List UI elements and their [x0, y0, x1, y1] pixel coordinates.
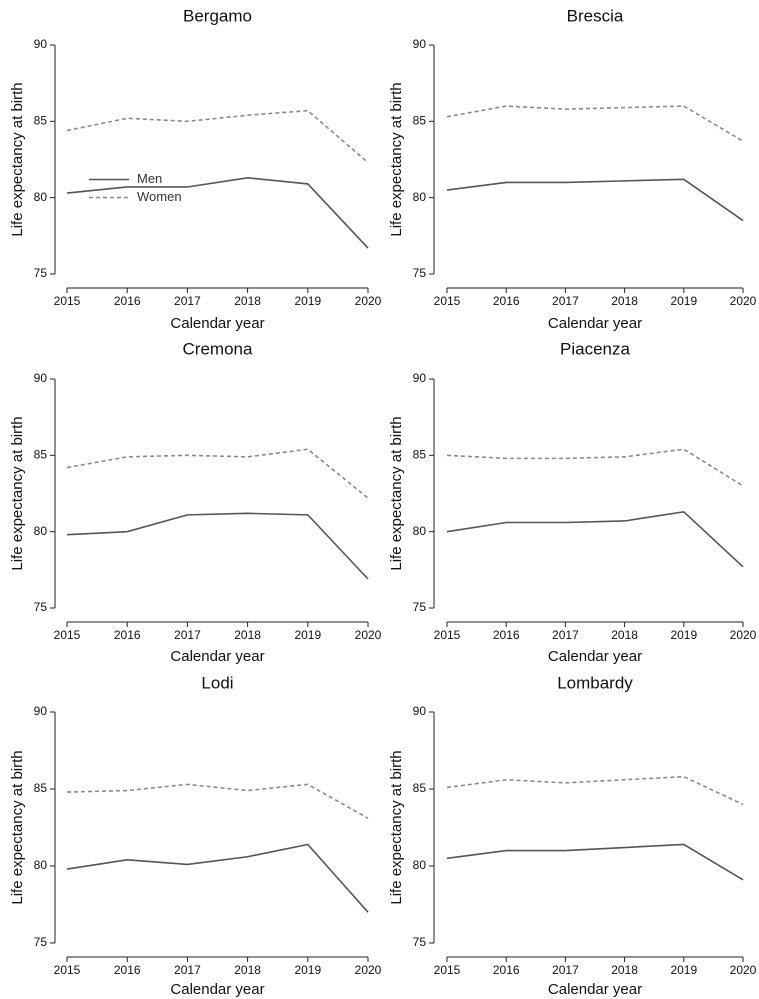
x-tick-label: 2017	[174, 963, 201, 977]
x-tick-label: 2020	[730, 294, 757, 308]
x-tick-label: 2016	[114, 294, 141, 308]
y-tick-label: 85	[34, 448, 48, 462]
legend-label: Men	[137, 171, 162, 186]
x-axis-label: Calendar year	[548, 981, 642, 998]
chart-title: Lombardy	[557, 673, 633, 692]
chart-title: Brescia	[567, 6, 624, 25]
x-tick-label: 2018	[234, 963, 261, 977]
x-tick-label: 2019	[670, 963, 697, 977]
x-tick-label: 2017	[174, 628, 201, 642]
y-axis-label: Life expectancy at birth	[388, 416, 405, 570]
x-tick-label: 2016	[114, 963, 141, 977]
x-tick-label: 2015	[434, 628, 461, 642]
x-tick-label: 2015	[54, 628, 81, 642]
y-tick-label: 75	[34, 935, 48, 949]
y-tick-label: 85	[34, 781, 48, 795]
x-tick-label: 2018	[611, 294, 638, 308]
chart-title: Piacenza	[560, 339, 630, 358]
y-tick-label: 80	[34, 858, 48, 872]
series-line	[66, 448, 369, 499]
series-line	[66, 177, 369, 249]
y-tick-label: 80	[34, 524, 48, 538]
x-tick-label: 2018	[234, 294, 261, 308]
y-tick-label: 75	[34, 266, 48, 280]
y-tick-label: 85	[413, 114, 427, 128]
y-axis-label: Life expectancy at birth	[9, 82, 26, 236]
x-tick-label: 2019	[670, 628, 697, 642]
x-tick-label: 2018	[611, 963, 638, 977]
y-tick-label: 90	[34, 37, 48, 51]
x-tick-label: 2020	[355, 628, 382, 642]
x-tick-label: 2017	[552, 628, 579, 642]
y-tick-label: 75	[34, 600, 48, 614]
x-tick-label: 2020	[730, 628, 757, 642]
y-tick-label: 85	[34, 114, 48, 128]
series-line	[446, 775, 744, 806]
chart-title: Lodi	[201, 673, 233, 692]
y-tick-label: 80	[413, 524, 427, 538]
x-tick-label: 2016	[493, 294, 520, 308]
chart-title: Cremona	[183, 339, 253, 358]
x-tick-label: 2020	[355, 294, 382, 308]
series-line	[446, 510, 744, 568]
series-line	[446, 843, 744, 881]
x-tick-label: 2020	[355, 963, 382, 977]
x-tick-label: 2016	[114, 628, 141, 642]
x-tick-label: 2017	[552, 963, 579, 977]
y-tick-label: 85	[413, 781, 427, 795]
y-tick-label: 90	[413, 704, 427, 718]
y-tick-label: 90	[34, 704, 48, 718]
x-axis-label: Calendar year	[548, 315, 642, 332]
x-tick-label: 2017	[174, 294, 201, 308]
x-axis-label: Calendar year	[170, 315, 264, 332]
y-tick-label: 85	[413, 448, 427, 462]
y-tick-label: 75	[413, 600, 427, 614]
y-tick-label: 80	[34, 190, 48, 204]
x-axis-label: Calendar year	[170, 648, 264, 665]
y-axis-label: Life expectancy at birth	[388, 750, 405, 904]
x-tick-label: 2018	[234, 628, 261, 642]
x-axis-label: Calendar year	[548, 648, 642, 665]
x-tick-label: 2017	[552, 294, 579, 308]
y-tick-label: 90	[413, 371, 427, 385]
x-tick-label: 2019	[294, 963, 321, 977]
x-tick-label: 2016	[493, 628, 520, 642]
x-tick-label: 2018	[611, 628, 638, 642]
legend-label: Women	[137, 189, 182, 204]
x-axis-label: Calendar year	[170, 981, 264, 998]
y-tick-label: 90	[34, 371, 48, 385]
y-tick-label: 90	[413, 37, 427, 51]
y-tick-label: 75	[413, 266, 427, 280]
series-line	[66, 783, 369, 819]
x-tick-label: 2015	[434, 963, 461, 977]
x-tick-label: 2020	[730, 963, 757, 977]
x-tick-label: 2019	[294, 294, 321, 308]
y-tick-label: 80	[413, 190, 427, 204]
series-line	[446, 448, 744, 487]
series-line	[446, 105, 744, 142]
x-tick-label: 2019	[294, 628, 321, 642]
y-tick-label: 75	[413, 935, 427, 949]
y-axis-label: Life expectancy at birth	[388, 82, 405, 236]
y-axis-label: Life expectancy at birth	[9, 416, 26, 570]
x-tick-label: 2015	[54, 963, 81, 977]
x-tick-label: 2015	[434, 294, 461, 308]
y-tick-label: 80	[413, 858, 427, 872]
x-tick-label: 2019	[670, 294, 697, 308]
x-tick-label: 2016	[493, 963, 520, 977]
y-axis-label: Life expectancy at birth	[9, 750, 26, 904]
series-line	[446, 178, 744, 222]
x-tick-label: 2015	[54, 294, 81, 308]
series-line	[66, 843, 369, 913]
series-line	[66, 109, 369, 164]
series-line	[66, 512, 369, 580]
chart-title: Bergamo	[183, 6, 252, 25]
